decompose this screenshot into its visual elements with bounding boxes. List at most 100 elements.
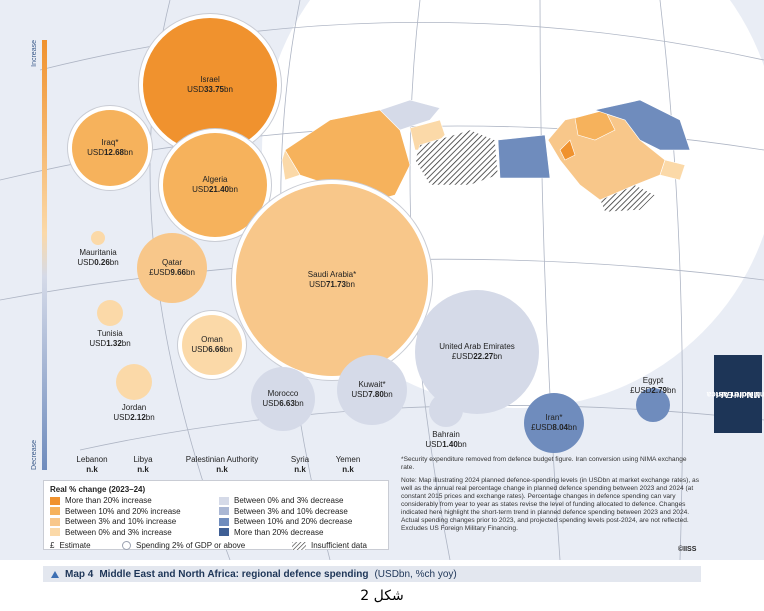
bubble-value: £USD9.66bn — [149, 268, 195, 278]
country-value: n.k — [137, 465, 149, 474]
main-note: Note: Map illustrating 2024 planned defe… — [401, 477, 699, 532]
bubble-value: £USD8.04bn — [531, 423, 577, 433]
currency-prefix: £USD — [531, 423, 553, 432]
legend: Real % change (2023–24) More than 20% in… — [43, 480, 389, 550]
legend-swatch — [219, 496, 229, 505]
legend-swatch — [219, 507, 229, 515]
legend-label: More than 20% decrease — [234, 527, 324, 537]
amount: 1.32 — [106, 339, 122, 348]
bubble-value: USD12.68bn — [87, 148, 133, 158]
unit: bn — [294, 399, 304, 408]
bubble-label-bahrain: Bahrain USD1.40bn — [425, 430, 466, 450]
amount: 33.75 — [203, 85, 224, 94]
estimate-label: Estimate — [59, 541, 91, 550]
legend-label: Between 0% and 3% increase — [65, 527, 172, 537]
unit: bn — [383, 390, 393, 399]
legend-label: More than 20% increase — [65, 496, 152, 505]
security-note: *Security expenditure removed from defen… — [401, 456, 687, 471]
amount: 1.40 — [442, 440, 458, 449]
currency-prefix: £USD — [451, 352, 474, 361]
country-name: Libya — [133, 455, 153, 464]
amount: 2.12 — [130, 413, 146, 422]
bubble-name: Algeria — [202, 175, 228, 184]
bubble-name: Morocco — [267, 389, 299, 398]
legend-swatch — [219, 517, 229, 526]
legend-item: Between 0% and 3% increase — [50, 528, 172, 537]
bubble-value: £USD2.79bn — [630, 386, 676, 396]
legend-insufficient: Insufficient data — [292, 541, 367, 550]
bubble-kuwait: Kuwait* USD7.80bn — [337, 355, 407, 425]
hatch-swatch-icon — [292, 541, 306, 550]
currency-prefix: USD — [262, 399, 280, 408]
bubble-value: USD33.75bn — [187, 85, 233, 95]
unit: bn — [145, 413, 155, 422]
caption-prefix: Map 4 — [65, 568, 94, 580]
unit: bn — [224, 85, 233, 94]
country-name: Palestinian Authority — [185, 455, 259, 464]
legend-swatch — [50, 507, 60, 515]
country-name: Lebanon — [76, 455, 108, 464]
map-panel: Increase Decrease Israel USD33.75bn Iraq* U… — [0, 0, 764, 560]
bubble-bahrain — [429, 393, 463, 427]
currency-prefix: USD — [351, 390, 369, 399]
axis-decrease-label: Decrease — [31, 440, 38, 470]
change-scale-bar — [42, 40, 47, 470]
country-value: n.k — [86, 465, 98, 474]
amount: 9.66 — [170, 268, 186, 277]
bubble-value: USD6.63bn — [262, 399, 303, 409]
bubble-saudi: Saudi Arabia* USD71.73bn — [236, 184, 428, 376]
country-value: n.k — [294, 465, 306, 474]
currency-prefix: £USD — [630, 386, 652, 395]
bubble-value: USD2.12bn — [113, 413, 154, 423]
country-name: Syria — [290, 455, 310, 464]
bubble-jordan — [116, 364, 152, 400]
legend-item: More than 20% decrease — [219, 528, 323, 537]
amount: 21.40 — [208, 185, 229, 194]
bubble-morocco: Morocco USD6.63bn — [251, 367, 315, 431]
bubble-name: Iraq* — [101, 138, 119, 147]
unit: bn — [457, 440, 467, 449]
legend-label: Between 3% and 10% decrease — [234, 506, 348, 516]
bubble-value: £USD22.27bn — [452, 352, 502, 362]
bubble-label-egypt: Egypt £USD2.79bn — [630, 376, 676, 396]
legend-swatch — [50, 496, 60, 505]
bubble-iraq: Iraq* USD12.68bn — [72, 110, 148, 186]
caption-suffix: (USDbn, %ch yoy) — [374, 568, 457, 580]
legend-title: Real % change (2023–24) — [50, 485, 146, 494]
gdp-label: Spending 2% of GDP or above — [136, 541, 246, 550]
currency-prefix: USD — [87, 148, 104, 157]
bubble-iran: Iran* £USD8.04bn — [524, 393, 584, 453]
countries — [281, 99, 691, 213]
currency-prefix: USD — [309, 280, 326, 289]
currency-prefix: USD — [191, 345, 209, 354]
bubble-label-tunisia: Tunisia USD1.32bn — [89, 329, 130, 349]
unit: bn — [568, 423, 577, 432]
figure-label: شكل 2 — [360, 588, 404, 604]
legend-label: Between 3% and 10% increase — [65, 517, 177, 526]
unit: bn — [124, 148, 133, 157]
bubble-value: USD7.80bn — [351, 390, 392, 400]
bubble-value: USD6.66bn — [191, 345, 232, 355]
bubble-name: Jordan — [121, 403, 147, 412]
bubble-name: Qatar — [161, 258, 182, 267]
no-data-item: Palestinian Authority n.k — [186, 455, 259, 475]
copyright: ©IISS — [678, 546, 697, 553]
bubble-egypt — [636, 388, 670, 422]
legend-item: Between 0% and 3% decrease — [219, 496, 343, 505]
bubble-name: Iran* — [545, 413, 563, 422]
legend-swatch — [50, 517, 60, 526]
amount: 71.73 — [325, 280, 346, 289]
ring-icon — [122, 541, 131, 550]
bubble-algeria: Algeria USD21.40bn — [163, 133, 267, 237]
bubble-name: Kuwait* — [358, 380, 386, 389]
bubble-israel: Israel USD33.75bn — [143, 18, 277, 152]
bubble-value: USD71.73bn — [309, 280, 355, 290]
bubble-label-jordan: Jordan USD2.12bn — [113, 403, 154, 423]
bubble-value: USD1.40bn — [425, 440, 466, 450]
currency-prefix: £USD — [149, 268, 171, 277]
bubble-tunisia — [97, 300, 123, 326]
bubble-qatar: Qatar £USD9.66bn — [137, 233, 207, 303]
notes: *Security expenditure removed from defen… — [401, 456, 701, 538]
bubble-oman: Oman USD6.66bn — [182, 315, 242, 375]
unit: bn — [186, 268, 195, 277]
